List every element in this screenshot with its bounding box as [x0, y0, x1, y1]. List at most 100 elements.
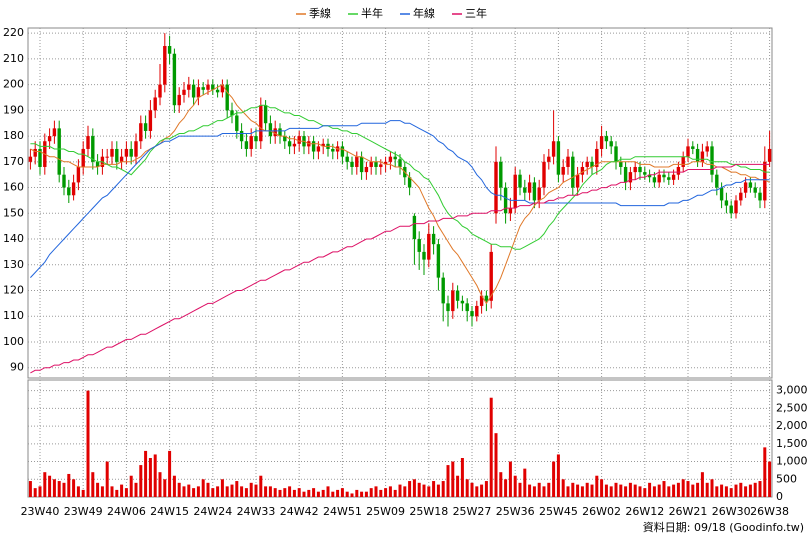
candle-body — [196, 87, 201, 98]
ma-line — [30, 104, 770, 250]
y-tick-label: 100 — [3, 335, 24, 348]
volume-bar — [76, 486, 80, 497]
candle-body — [249, 136, 253, 149]
candle-body — [182, 89, 186, 95]
volume-bar — [667, 486, 671, 497]
volume-bar — [508, 461, 512, 497]
candle-body — [105, 156, 109, 158]
candle-body — [657, 174, 661, 183]
volume-bar — [556, 454, 560, 497]
volume-bar — [753, 482, 757, 497]
candle-body — [460, 300, 465, 304]
candle-body — [86, 136, 90, 149]
volume-bar — [763, 447, 767, 497]
x-tick-label: 24W33 — [237, 505, 276, 518]
volume-bar — [192, 488, 196, 497]
y-tick-label: 190 — [3, 103, 24, 116]
y-tick-label: 220 — [3, 26, 24, 39]
volume-bar — [513, 475, 517, 497]
candle-body — [599, 136, 604, 149]
x-tick-label: 26W30 — [712, 505, 751, 518]
volume-bar — [542, 486, 546, 497]
candle-body — [273, 128, 277, 137]
candle-body — [743, 182, 748, 193]
candle-body — [244, 141, 249, 149]
candle-body — [619, 161, 623, 167]
volume-bar — [436, 484, 440, 497]
volume-bar — [748, 484, 752, 497]
candle-body — [235, 115, 239, 131]
volume-bar — [384, 488, 388, 497]
y2-tick-label: 0 — [776, 490, 783, 503]
volume-bar — [297, 488, 301, 497]
volume-bar — [201, 479, 205, 497]
volume-bar — [172, 475, 176, 497]
candle-body — [115, 148, 119, 162]
volume-bar — [72, 479, 76, 497]
legend-label: 三年 — [465, 6, 487, 20]
volume-bar — [681, 479, 685, 497]
volume-bar — [724, 486, 728, 497]
candle-body — [62, 174, 66, 188]
volume-bar — [220, 479, 224, 497]
candle-body — [422, 251, 426, 260]
volume-bar — [528, 484, 532, 497]
candle-body — [595, 148, 599, 167]
candle-body — [81, 148, 85, 167]
volume-bar — [470, 482, 474, 497]
candle-body — [345, 156, 349, 162]
volume-bar — [628, 482, 632, 497]
candle-body — [700, 151, 705, 162]
volume-bar — [312, 488, 316, 497]
candle-body — [623, 166, 628, 183]
candle-body — [91, 136, 95, 162]
candle-body — [643, 172, 647, 175]
volume-bar — [614, 482, 618, 497]
x-tick-label: 25W09 — [366, 505, 405, 518]
volume-bar — [369, 488, 373, 497]
candle-body — [662, 174, 666, 178]
candle-body — [383, 161, 388, 165]
volume-bar — [460, 458, 464, 497]
candle-body — [187, 84, 191, 90]
candle-body — [705, 146, 709, 152]
volume-bar — [28, 481, 32, 497]
volume-bar — [57, 481, 61, 497]
source-note: 資料日期: 09/18 (Goodinfo.tw) — [643, 520, 804, 534]
volume-bar — [249, 482, 253, 497]
candle-body — [177, 94, 181, 106]
x-tick-label: 24W15 — [150, 505, 189, 518]
candle-body — [724, 200, 729, 206]
volume-bar — [585, 482, 589, 497]
candle-body — [695, 148, 700, 162]
candle-body — [571, 156, 575, 188]
candle-body — [667, 177, 671, 180]
volume-bar — [168, 450, 172, 497]
x-tick-label: 24W06 — [107, 505, 146, 518]
candle-body — [585, 161, 589, 167]
x-tick-label: 25W45 — [539, 505, 578, 518]
volume-bar — [619, 484, 623, 497]
volume-bar — [734, 484, 738, 497]
volume-bar — [120, 484, 124, 497]
candle-body — [532, 182, 537, 201]
candle-body — [566, 156, 570, 167]
volume-bar — [268, 486, 272, 497]
y-tick-label: 90 — [10, 361, 24, 374]
candle-body — [57, 128, 61, 175]
volume-bar — [758, 481, 762, 497]
y2-tick-label: 1,500 — [776, 437, 808, 450]
candle-body — [167, 46, 172, 54]
candle-body — [230, 110, 234, 116]
candle-body — [119, 156, 124, 162]
volume-bar — [691, 484, 695, 497]
volume-bar — [676, 482, 680, 497]
volume-bar — [206, 482, 210, 497]
volume-bar — [648, 482, 652, 497]
volume-bar — [715, 486, 719, 497]
volume-bar — [374, 486, 378, 497]
volume-bar — [264, 486, 268, 497]
volume-bar — [739, 482, 743, 497]
volume-bar — [129, 475, 133, 497]
candle-body — [484, 295, 489, 301]
